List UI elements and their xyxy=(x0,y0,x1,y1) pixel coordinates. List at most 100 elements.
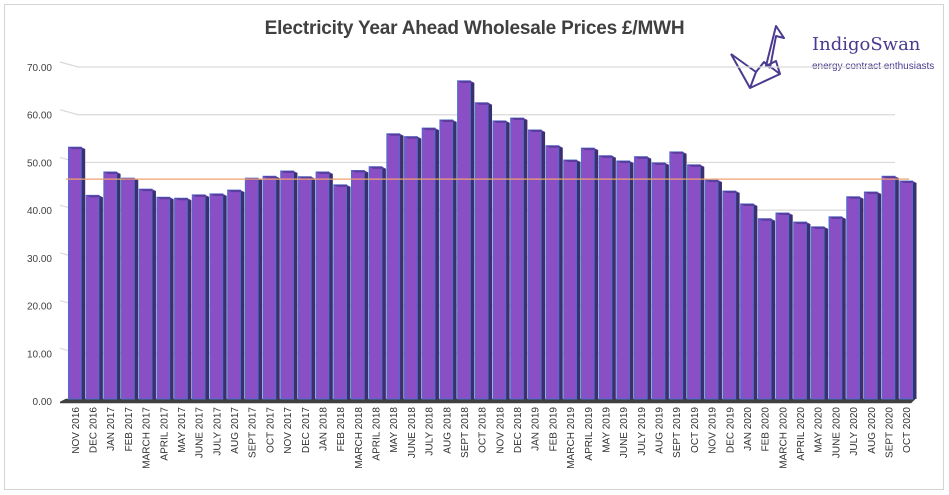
bar-side xyxy=(470,80,475,399)
bar-front xyxy=(492,120,507,400)
x-tick-label: DEC 2016 xyxy=(89,407,100,454)
bar-top xyxy=(386,133,404,136)
bar-side xyxy=(505,120,510,399)
bar-top xyxy=(669,151,687,154)
bar-side xyxy=(682,151,687,399)
x-tick-label: OCT 2018 xyxy=(478,407,489,453)
bar-top xyxy=(510,118,528,121)
bar-front xyxy=(687,164,701,400)
bar xyxy=(704,179,722,400)
y-tick-label: 30.00 xyxy=(27,254,52,265)
bar xyxy=(563,159,581,400)
bar-front xyxy=(633,156,648,400)
bar xyxy=(262,175,280,400)
bar-front xyxy=(527,129,542,400)
bar-front xyxy=(85,194,100,400)
bar-top xyxy=(263,176,280,179)
bar-front xyxy=(810,226,825,400)
bar-side xyxy=(717,180,722,399)
bar-top xyxy=(422,128,439,131)
bar-side xyxy=(771,218,776,399)
bar-side xyxy=(187,198,192,399)
bar-front xyxy=(598,155,613,400)
bar-front xyxy=(350,170,365,400)
gridline xyxy=(59,109,895,116)
bar-front xyxy=(881,175,896,400)
bar-side xyxy=(558,145,563,399)
bar xyxy=(138,188,156,400)
bar-front xyxy=(262,175,277,400)
bar-top xyxy=(775,213,793,216)
x-tick-label: JULY 2018 xyxy=(425,407,436,456)
bar-side xyxy=(594,148,599,399)
bar-side xyxy=(258,178,263,399)
gridline xyxy=(59,61,895,68)
bar-top xyxy=(492,120,510,123)
bar-front xyxy=(138,188,153,400)
bar-side xyxy=(824,226,829,399)
x-tick-label: OCT 2017 xyxy=(265,407,276,453)
bar-front xyxy=(67,146,82,400)
bar xyxy=(439,119,457,400)
bar-front xyxy=(899,180,914,400)
bar xyxy=(722,190,740,400)
x-tick-label: JULY 2019 xyxy=(637,407,648,456)
bar-top xyxy=(793,222,811,225)
x-tick-label: JUNE 2018 xyxy=(407,407,418,459)
bar xyxy=(209,193,227,400)
bar-top xyxy=(652,162,669,165)
bar xyxy=(828,216,846,400)
x-tick-label: AUG 2020 xyxy=(867,407,878,454)
bar xyxy=(85,194,103,400)
bar xyxy=(333,184,351,400)
x-tick-label: FEB 2020 xyxy=(761,407,772,452)
bar-side xyxy=(151,189,156,399)
bar-front xyxy=(333,184,348,400)
bar xyxy=(616,160,634,400)
bar xyxy=(297,176,316,400)
bar-front xyxy=(775,212,790,400)
bar xyxy=(545,145,563,400)
y-tick-label: 60.00 xyxy=(27,111,52,122)
bar-side xyxy=(576,160,581,399)
bar-side xyxy=(240,190,245,399)
bar-side xyxy=(629,160,634,399)
bar-front xyxy=(563,159,577,400)
bar-side xyxy=(417,136,422,400)
x-axis-ticks: NOV 2016 DEC 2016 JAN 2017 FEB 2017 MARCH 20… xyxy=(71,407,913,469)
bar-side xyxy=(452,119,457,399)
bar xyxy=(899,180,917,400)
x-tick-label: JULY 2020 xyxy=(849,407,860,456)
bar xyxy=(474,102,493,400)
bar-side xyxy=(311,176,316,399)
bar-front xyxy=(315,171,330,400)
bar xyxy=(810,226,829,400)
x-tick-label: MAY 2017 xyxy=(177,407,188,453)
bar-top xyxy=(722,191,740,194)
bar xyxy=(191,194,210,400)
bar-front xyxy=(545,145,560,400)
x-tick-label: DEC 2018 xyxy=(513,407,524,454)
bar xyxy=(669,151,687,400)
bar-front xyxy=(510,117,524,400)
bar-front xyxy=(209,193,224,400)
x-tick-label: OCT 2019 xyxy=(690,407,701,453)
bar-front xyxy=(793,221,807,400)
bar xyxy=(510,117,528,400)
bar xyxy=(775,212,793,400)
bar xyxy=(121,177,139,400)
x-tick-label: NOV 2016 xyxy=(71,407,82,454)
x-tick-label: JAN 2019 xyxy=(531,407,542,451)
x-tick-label: APRIL 2017 xyxy=(159,407,170,461)
bar-top xyxy=(899,181,917,184)
bar-top xyxy=(280,171,298,174)
bar-side xyxy=(346,184,351,399)
bar-top xyxy=(209,193,227,196)
bar-top xyxy=(846,196,864,199)
x-tick-label: JAN 2018 xyxy=(318,407,329,451)
bar xyxy=(598,155,616,400)
bar-top xyxy=(156,197,174,200)
bar-top xyxy=(457,80,475,83)
x-tick-label: MARCH 2019 xyxy=(566,407,577,469)
